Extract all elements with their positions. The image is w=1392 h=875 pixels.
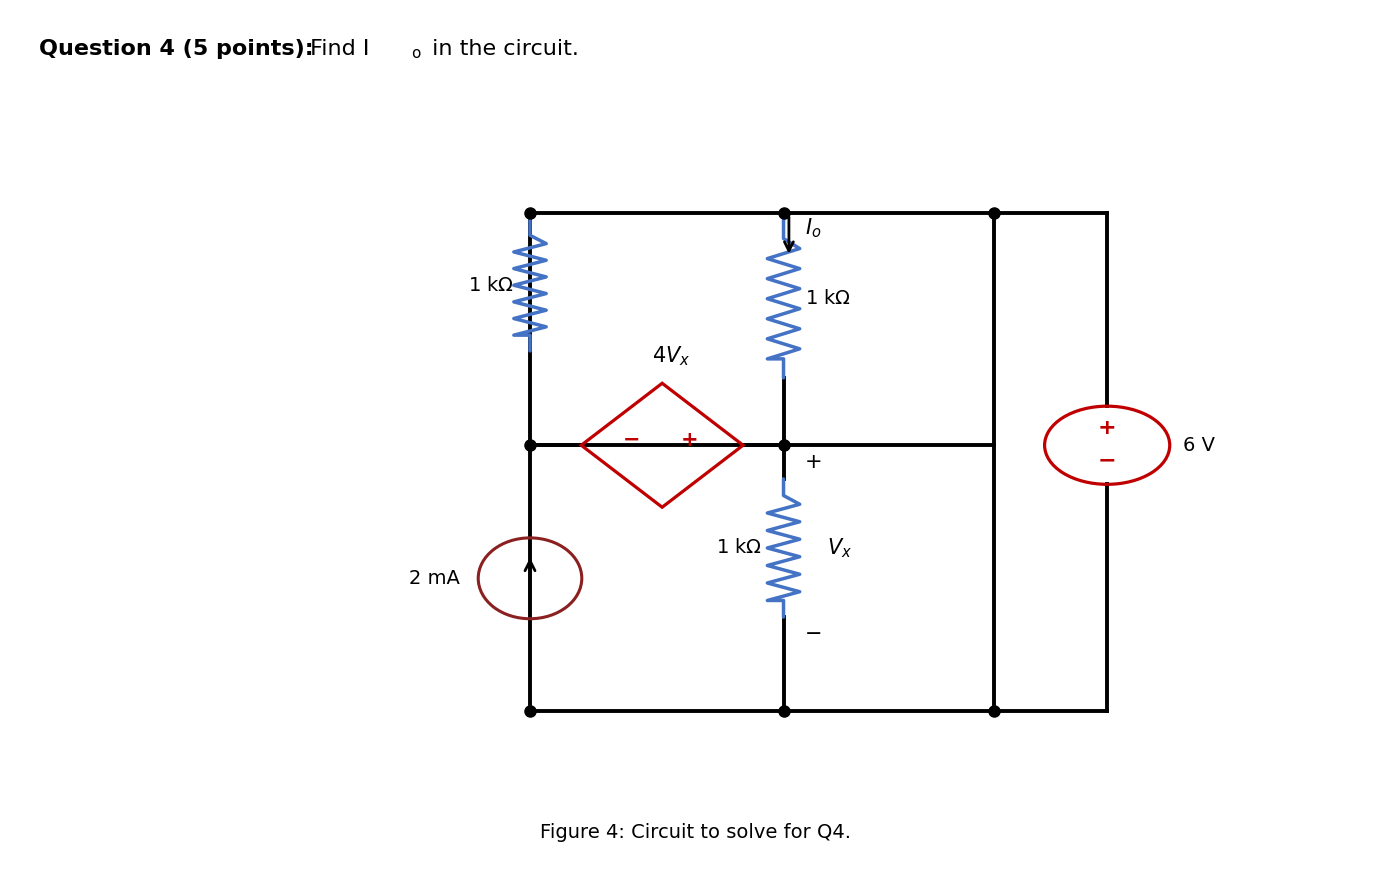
Text: in the circuit.: in the circuit. [425,39,579,60]
Text: 1 k$\Omega$: 1 k$\Omega$ [468,276,514,295]
Text: Question 4 (5 points):: Question 4 (5 points): [39,39,313,60]
Text: −: − [624,430,640,450]
Text: +: + [805,452,823,472]
Text: −: − [1098,450,1116,470]
Text: Figure 4: Circuit to solve for Q4.: Figure 4: Circuit to solve for Q4. [540,822,852,842]
Text: $I_o$: $I_o$ [805,217,821,241]
Text: o: o [411,46,420,60]
Text: Find I: Find I [303,39,370,60]
Text: 2 mA: 2 mA [409,569,459,588]
Text: 1 k$\Omega$: 1 k$\Omega$ [715,538,761,557]
Text: 6 V: 6 V [1183,436,1215,455]
Text: +: + [1098,418,1116,438]
Text: −: − [805,624,823,644]
Text: $V_x$: $V_x$ [827,536,852,560]
Text: +: + [681,430,697,450]
Text: 1 k$\Omega$: 1 k$\Omega$ [805,290,851,308]
Text: $4V_x$: $4V_x$ [651,345,690,368]
